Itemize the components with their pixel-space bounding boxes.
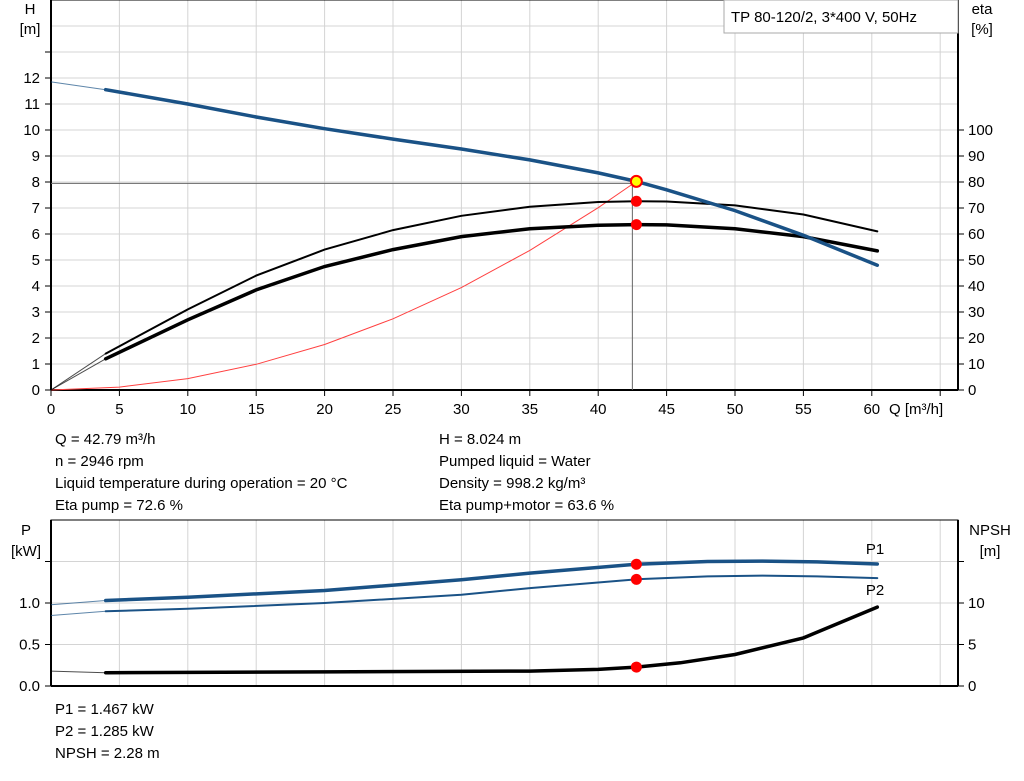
- y-right-tick-label: 20: [968, 330, 985, 347]
- npsh-point: [630, 661, 642, 673]
- y-right-axis-unit: [%]: [971, 21, 993, 38]
- info-temperature: Liquid temperature during operation = 20…: [55, 475, 348, 492]
- y-right-tick-label: 50: [968, 252, 985, 269]
- info-head: H = 8.024 m: [439, 431, 522, 448]
- y-left-tick-label: 12: [23, 70, 40, 87]
- y-left-tick-label: 5: [32, 252, 40, 269]
- eta-pump-point: [630, 195, 642, 207]
- y-right-axis-title: NPSH: [969, 522, 1011, 539]
- x-tick-label: 40: [590, 401, 607, 418]
- chart-title: TP 80-120/2, 3*400 V, 50Hz: [731, 9, 917, 26]
- y-left-tick-label: 0.0: [19, 678, 40, 695]
- y-left-axis-title: H: [25, 1, 36, 18]
- y-left-tick-label: 11: [24, 96, 40, 113]
- y-left-axis-unit: [m]: [20, 21, 41, 38]
- x-axis-title: Q [m³/h]: [889, 401, 943, 418]
- y-right-tick-label: 70: [968, 200, 985, 217]
- y-right-tick-label: 10: [968, 595, 985, 612]
- info-density: Density = 998.2 kg/m³: [439, 475, 586, 492]
- info-flow: Q = 42.79 m³/h: [55, 431, 156, 448]
- duty-point: [629, 174, 643, 188]
- legend-box: [723, 0, 959, 34]
- y-right-tick-label: 60: [968, 226, 985, 243]
- y-right-tick-label: 100: [968, 122, 993, 139]
- eta-pump-line: [104, 200, 879, 355]
- y-left-tick-label: 0: [32, 382, 40, 399]
- x-tick-label: 50: [727, 401, 744, 418]
- info-eta-pump: Eta pump = 72.6 %: [55, 497, 183, 514]
- y-right-tick-label: 80: [968, 174, 985, 191]
- y-left-tick-label: 10: [23, 122, 40, 139]
- y-left-tick-label: 8: [32, 174, 40, 191]
- y-left-axis-title: P: [21, 522, 31, 539]
- y-right-tick-label: 90: [968, 148, 985, 165]
- y-left-tick-label: 4: [32, 278, 40, 295]
- y-right-axis-title: eta: [972, 1, 994, 18]
- info-p2: P2 = 1.285 kW: [55, 723, 154, 740]
- head-curve-extrapolated: [50, 81, 106, 91]
- eta-pump-extrapolated: [50, 353, 106, 391]
- eta-pump-motor-point: [630, 219, 642, 231]
- y-left-tick-label: 2: [32, 330, 40, 347]
- x-tick-label: 20: [316, 401, 333, 418]
- plot-frame: [50, 0, 959, 391]
- y-right-tick-label: 0: [968, 678, 976, 695]
- x-tick-label: 10: [179, 401, 196, 418]
- info-bottom: P1 = 1.467 kW P2 = 1.285 kW NPSH = 2.28 …: [55, 699, 160, 765]
- eta-pump-motor-line: [103, 222, 880, 361]
- y-left-tick-label: 1: [32, 356, 40, 373]
- x-tick-label: 45: [658, 401, 675, 418]
- info-liquid: Pumped liquid = Water: [439, 453, 591, 470]
- x-tick-label: 35: [521, 401, 538, 418]
- p2-curve-extrapolated: [50, 610, 106, 616]
- info-top-right: H = 8.024 m Pumped liquid = Water Densit…: [439, 429, 614, 517]
- p1-series-label: P1: [866, 541, 884, 558]
- x-tick-label: 25: [385, 401, 402, 418]
- info-eta-pump-motor: Eta pump+motor = 63.6 %: [439, 497, 615, 514]
- x-tick-label: 30: [453, 401, 470, 418]
- info-top-left: Q = 42.79 m³/h n = 2946 rpm Liquid tempe…: [55, 429, 347, 517]
- x-tick-label: 5: [115, 401, 123, 418]
- info-speed: n = 2946 rpm: [55, 453, 144, 470]
- y-left-tick-label: 3: [32, 304, 40, 321]
- y-right-axis-unit: [m]: [980, 543, 1001, 560]
- p1-point: [630, 558, 642, 570]
- p1-curve-line: [103, 559, 880, 603]
- x-tick-label: 0: [47, 401, 55, 418]
- p1-curve-extrapolated: [50, 600, 106, 606]
- y-left-axis-unit: [kW]: [11, 543, 41, 560]
- y-right-tick-label: 30: [968, 304, 985, 321]
- y-left-tick-label: 6: [32, 226, 40, 243]
- x-tick-label: 15: [248, 401, 265, 418]
- y-right-tick-label: 0: [968, 382, 976, 399]
- p2-curve-line: [104, 574, 879, 613]
- eta-pump-motor-extrapolated: [50, 358, 106, 391]
- system-curve-line: [50, 180, 637, 391]
- y-left-tick-label: 1.0: [19, 595, 40, 612]
- y-right-tick-label: 40: [968, 278, 985, 295]
- info-p1: P1 = 1.467 kW: [55, 701, 154, 718]
- head-curve-line: [103, 87, 880, 267]
- y-left-tick-label: 7: [32, 200, 40, 217]
- info-npsh: NPSH = 2.28 m: [55, 745, 160, 762]
- y-right-tick-label: 10: [968, 356, 985, 373]
- npsh-curve-extrapolated: [50, 670, 106, 674]
- y-left-tick-label: 0.5: [19, 637, 40, 654]
- p2-series-label: P2: [866, 582, 884, 599]
- y-right-tick-label: 5: [968, 637, 976, 654]
- x-tick-label: 55: [795, 401, 812, 418]
- npsh-curve-line: [103, 605, 880, 675]
- x-tick-label: 60: [863, 401, 880, 418]
- y-left-tick-label: 9: [32, 148, 40, 165]
- p2-point: [630, 573, 642, 585]
